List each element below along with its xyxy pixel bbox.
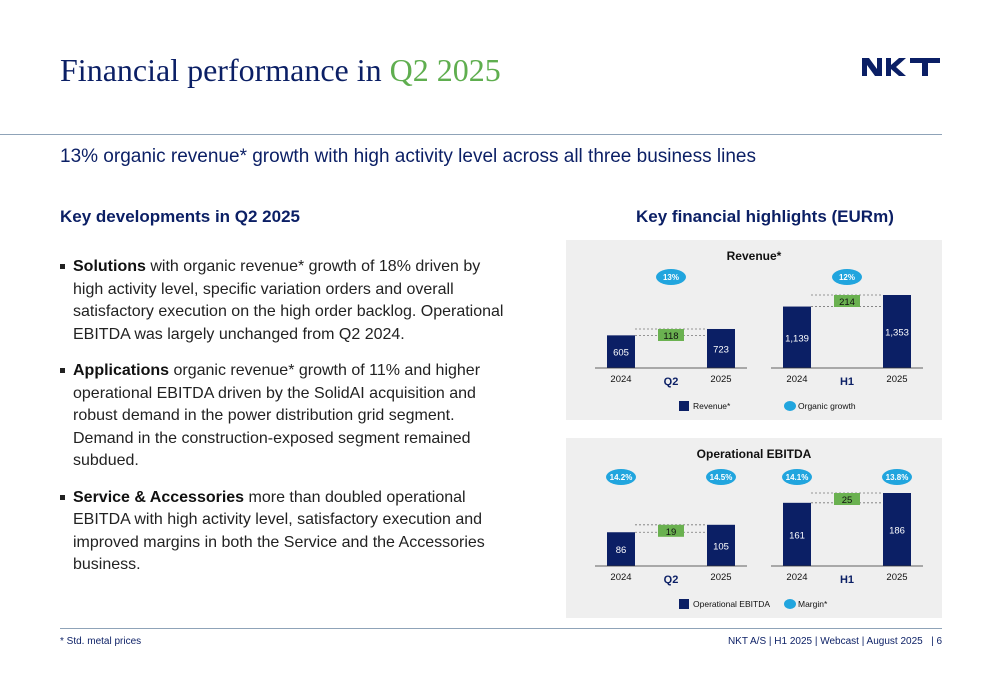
bar-value-label: 723: [713, 344, 729, 355]
header-divider: [0, 134, 942, 135]
bar-h1-2024: [783, 306, 811, 368]
bar-q2-2025: [707, 524, 735, 566]
title-highlight: Q2 2025: [389, 52, 501, 88]
bridge-value-label: 19: [666, 527, 677, 538]
x-tick-label: 2025: [710, 374, 731, 385]
footer-divider: [60, 628, 942, 629]
growth-bubble-label: 13.8%: [886, 473, 909, 482]
page-subtitle: 13% organic revenue* growth with high ac…: [60, 146, 756, 167]
bridge-bar-q2: [658, 328, 684, 341]
legend-label: Operational EBITDA: [693, 599, 770, 609]
bullet-text: organic revenue* growth of 11% and highe…: [73, 362, 481, 469]
legend-swatch: [679, 401, 689, 411]
bar-value-label: 605: [613, 348, 629, 359]
x-tick-label: 2025: [886, 374, 907, 385]
chart-title: Operational EBITDA: [697, 447, 812, 461]
x-tick-label: 2025: [710, 572, 731, 583]
bullet-text: with organic revenue* growth of 18% driv…: [73, 258, 504, 343]
bar-value-label: 161: [789, 530, 805, 541]
group-label-h1: H1: [840, 376, 854, 388]
growth-bubble: [782, 469, 812, 485]
legend-swatch: [679, 599, 689, 609]
footer-meta: NKT A/S | H1 2025 | Webcast | August 202…: [727, 636, 923, 647]
bar-q2-2024: [607, 532, 635, 566]
growth-bubble-label: 14.1%: [786, 473, 809, 482]
x-tick-label: 2024: [786, 572, 807, 583]
bar-value-label: 1,353: [885, 328, 909, 339]
group-label-h1: H1: [840, 574, 854, 586]
bridge-bar-h1: [834, 493, 860, 505]
page-title: Financial performance in Q2 2025: [60, 52, 501, 89]
bullet-marker: [60, 494, 65, 500]
growth-bubble-label: 14.5%: [710, 473, 733, 482]
ebitda-chart: Operational EBITDA 86 105 19 2024 2025 Q2 14.2%…: [595, 447, 923, 609]
bar-q2-2025: [707, 328, 735, 368]
footer-info: NKT A/S | H1 2025 | Webcast | August 202…: [728, 636, 942, 647]
bullet-bold: Applications: [73, 362, 170, 379]
ebitda-chart-panel: Operational EBITDA 86 105 19 2024 2025 Q2 14.2%…: [566, 438, 942, 618]
key-financials-heading: Key financial highlights (EURm): [636, 207, 894, 226]
revenue-chart: Revenue* 605 723 118 2024 2025 Q2 13% 1,139 1,353…: [595, 249, 923, 411]
nkt-logo: [862, 58, 940, 76]
bridge-value-label: 118: [663, 331, 678, 342]
growth-bubble: [832, 269, 862, 285]
bullet-applications: Applications organic revenue* growth of …: [60, 360, 510, 473]
bar-value-label: 186: [889, 526, 905, 537]
bar-h1-2024: [783, 502, 811, 566]
growth-bubble-label: 12%: [839, 273, 855, 282]
revenue-chart-panel: Revenue* 605 723 118 2024 2025 Q2 13% 1,139 1,353…: [566, 240, 942, 420]
bridge-bar-q2: [658, 524, 684, 537]
bar-q2-2024: [607, 335, 635, 368]
group-label-q2: Q2: [664, 574, 679, 586]
bullet-text: more than doubled operational EBITDA wit…: [73, 488, 485, 574]
growth-bubble: [606, 469, 636, 485]
bullet-marker: [60, 264, 65, 269]
bridge-bar-h1: [834, 295, 860, 307]
growth-bubble: [882, 469, 912, 485]
key-developments-heading: Key developments in Q2 2025: [60, 207, 300, 226]
growth-bubble-label: 14.2%: [610, 473, 633, 482]
x-tick-label: 2024: [610, 572, 631, 583]
bullet-bold: Service & Accessories: [73, 488, 245, 506]
x-tick-label: 2025: [886, 572, 907, 583]
bullet-marker: [60, 368, 65, 373]
x-tick-label: 2024: [610, 374, 631, 385]
growth-bubble: [706, 469, 736, 485]
page-number: | 6: [931, 636, 942, 647]
bullet-service-accessories: Service & Accessories more than doubled …: [60, 487, 510, 577]
legend-swatch: [784, 599, 796, 609]
footnote: * Std. metal prices: [60, 636, 142, 647]
bar-h1-2025: [883, 295, 911, 368]
developments-list: Solutions with organic revenue* growth o…: [60, 256, 510, 591]
legend-swatch: [784, 401, 796, 411]
bridge-value-label: 25: [842, 495, 853, 506]
bullet-bold: Solutions: [73, 258, 146, 275]
bar-value-label: 86: [616, 545, 627, 556]
bar-h1-2025: [883, 493, 911, 566]
x-tick-label: 2024: [786, 374, 807, 385]
group-label-q2: Q2: [664, 376, 679, 388]
bar-value-label: 105: [713, 541, 729, 552]
bar-value-label: 1,139: [785, 333, 809, 344]
chart-title: Revenue*: [727, 249, 782, 263]
bullet-solutions: Solutions with organic revenue* growth o…: [60, 256, 510, 346]
bridge-value-label: 214: [839, 297, 855, 308]
legend-label: Revenue*: [693, 401, 731, 411]
legend-label: Margin*: [798, 599, 828, 609]
title-main: Financial performance in: [60, 52, 390, 88]
growth-bubble-label: 13%: [663, 273, 679, 282]
legend-label: Organic growth: [798, 401, 856, 411]
growth-bubble: [656, 269, 686, 285]
